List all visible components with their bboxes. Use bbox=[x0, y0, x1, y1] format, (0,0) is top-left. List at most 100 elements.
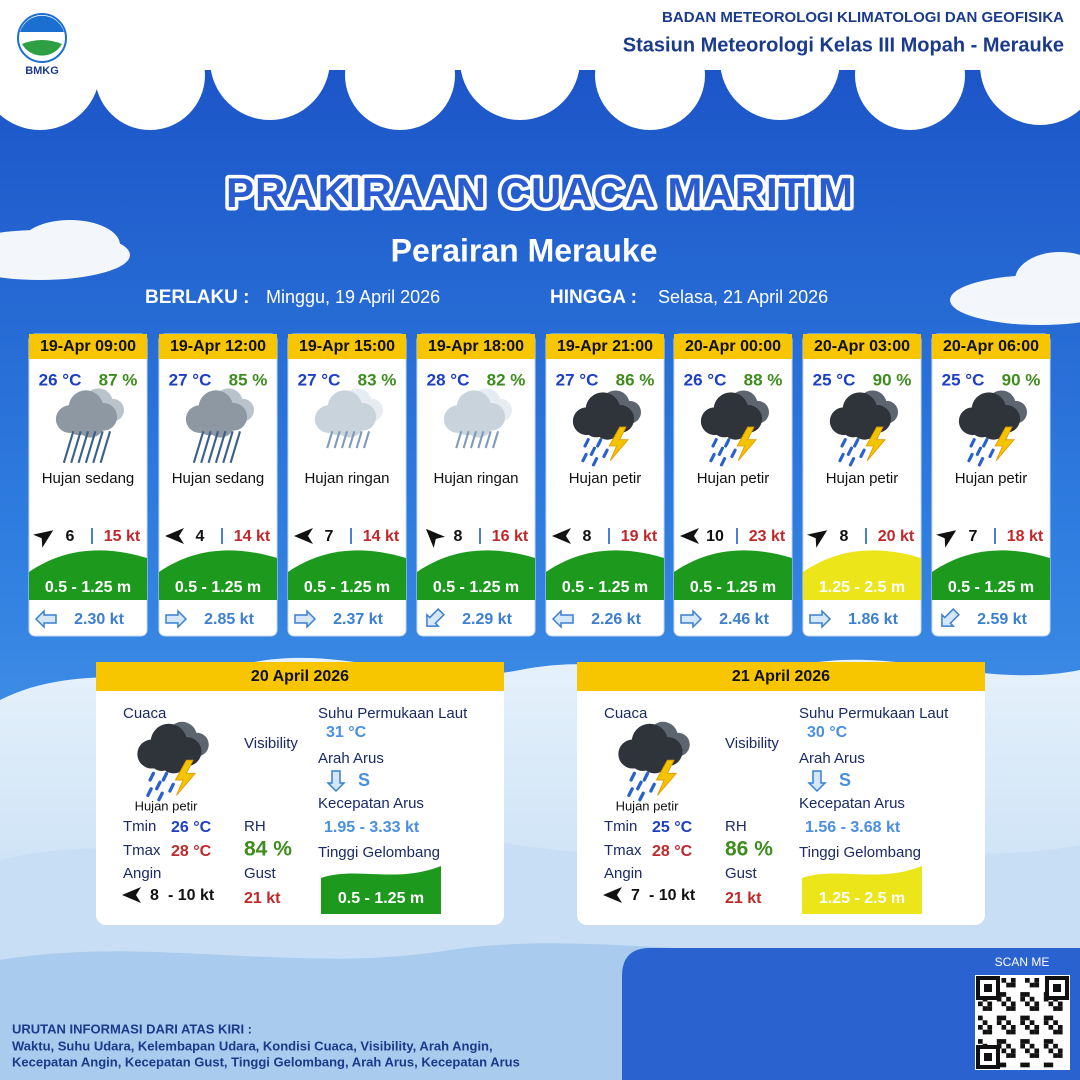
card-header bbox=[417, 334, 535, 359]
valid-to: Selasa, 21 April 2026 bbox=[658, 287, 828, 307]
wave-band bbox=[417, 550, 535, 600]
rain-line bbox=[214, 430, 227, 464]
qr-module bbox=[1053, 1029, 1058, 1035]
valid-to-label: HINGGA : bbox=[550, 287, 637, 308]
rain-drop bbox=[709, 452, 716, 463]
qr-label: SCAN ME bbox=[995, 955, 1050, 969]
card-time: 19-Apr 09:00 bbox=[40, 338, 136, 355]
rain-drop bbox=[596, 438, 603, 448]
daily-label: Cuaca bbox=[123, 705, 167, 722]
qr-module bbox=[1006, 1043, 1011, 1049]
qr-module bbox=[1034, 1025, 1040, 1030]
rain-line bbox=[207, 430, 220, 464]
daily-label: Visibility bbox=[725, 735, 779, 752]
qr-module bbox=[1053, 1006, 1058, 1011]
rain-line bbox=[192, 430, 205, 464]
qr-module bbox=[987, 1029, 993, 1035]
qr-panel bbox=[622, 948, 1080, 1080]
card-wave: 1.25 - 2.5 m bbox=[819, 579, 905, 596]
card-wave: 0.5 - 1.25 m bbox=[562, 579, 648, 596]
qr-module bbox=[982, 1029, 988, 1035]
qr-module bbox=[1001, 1062, 1007, 1068]
qr-module bbox=[1034, 1006, 1040, 1011]
qr-module bbox=[1006, 982, 1011, 988]
cloud-puff bbox=[712, 414, 736, 438]
wave-band bbox=[932, 550, 1050, 600]
daily-rh: 84 % bbox=[244, 838, 292, 861]
qr-module bbox=[1057, 1006, 1063, 1011]
cloud-puff bbox=[455, 412, 479, 436]
qr-module bbox=[1010, 1029, 1016, 1035]
daily-label: Visibility bbox=[244, 735, 298, 752]
card-header bbox=[932, 334, 1050, 359]
valid-from: Minggu, 19 April 2026 bbox=[266, 287, 440, 307]
weather-icon bbox=[700, 390, 770, 467]
qr-module bbox=[987, 1006, 993, 1011]
qr-module bbox=[1043, 1039, 1049, 1044]
qr-module bbox=[1020, 992, 1025, 997]
card-rh: 85 % bbox=[229, 370, 268, 389]
daily-gust: 21 kt bbox=[725, 890, 762, 907]
qr-module bbox=[1025, 978, 1030, 983]
card-temp: 25 °C bbox=[942, 370, 985, 389]
card-temp: 25 °C bbox=[813, 370, 856, 389]
rain-drop bbox=[649, 782, 656, 793]
card-wave: 0.5 - 1.25 m bbox=[433, 579, 519, 596]
current-arrow bbox=[807, 770, 827, 793]
qr-module bbox=[1043, 1020, 1049, 1025]
cloud-puff bbox=[197, 412, 221, 436]
daily-date: 21 April 2026 bbox=[732, 668, 830, 685]
rain-line bbox=[222, 430, 234, 464]
card-time: 19-Apr 15:00 bbox=[299, 338, 395, 355]
card-temp: 26 °C bbox=[684, 370, 727, 389]
qr-module bbox=[1043, 1043, 1049, 1049]
rain-line bbox=[462, 430, 470, 449]
qr-module bbox=[996, 1015, 1002, 1021]
daily-label: Tmin bbox=[123, 818, 156, 835]
card-wind: 6 bbox=[66, 528, 75, 545]
card-current: 1.86 kt bbox=[848, 611, 898, 628]
qr-module bbox=[987, 1025, 993, 1030]
card-wave: 0.5 - 1.25 m bbox=[45, 579, 131, 596]
daily-label: Kecepatan Arus bbox=[318, 795, 424, 812]
rain-drop bbox=[969, 438, 976, 448]
rain-drop bbox=[161, 771, 169, 782]
wave-band bbox=[159, 550, 277, 600]
qr-module bbox=[1029, 1029, 1035, 1035]
rain-line bbox=[348, 430, 356, 449]
daily-wind: 7 bbox=[631, 887, 640, 904]
rain-line bbox=[355, 430, 363, 449]
qr-module bbox=[1020, 1015, 1025, 1021]
title: PRAKIRAAN CUACA MARITIM bbox=[226, 169, 854, 216]
qr-module bbox=[1034, 1029, 1040, 1035]
rain-drop bbox=[636, 780, 643, 791]
rain-line bbox=[99, 430, 112, 464]
card-header bbox=[29, 334, 147, 359]
qr-module bbox=[1006, 996, 1011, 1002]
daily-current-dir: S bbox=[358, 770, 370, 790]
card-wave: 0.5 - 1.25 m bbox=[175, 579, 261, 596]
current-arrow bbox=[294, 609, 317, 629]
rain-drop bbox=[168, 782, 175, 793]
wind-arrow bbox=[552, 528, 571, 544]
qr-module bbox=[1053, 1043, 1058, 1049]
weather-icon bbox=[958, 390, 1028, 467]
card-rh: 86 % bbox=[616, 370, 655, 389]
card-wave: 0.5 - 1.25 m bbox=[304, 579, 390, 596]
daily-label: Suhu Permukaan Laut bbox=[318, 705, 468, 722]
card-weather: Hujan petir bbox=[697, 470, 770, 487]
rain-line bbox=[340, 430, 349, 449]
logo-top bbox=[20, 15, 64, 32]
rain-drop bbox=[838, 452, 845, 463]
current-arrow bbox=[680, 609, 703, 629]
rain-drop bbox=[157, 791, 164, 802]
cloud-puff bbox=[584, 414, 608, 438]
qr-module bbox=[978, 1001, 983, 1007]
valid-from-label: BERLAKU : bbox=[145, 287, 250, 308]
qr-module bbox=[1010, 982, 1016, 988]
card-temp: 27 °C bbox=[556, 370, 599, 389]
qr-module bbox=[1057, 1053, 1063, 1058]
lightning bbox=[608, 426, 630, 461]
qr-module bbox=[1048, 1039, 1054, 1044]
